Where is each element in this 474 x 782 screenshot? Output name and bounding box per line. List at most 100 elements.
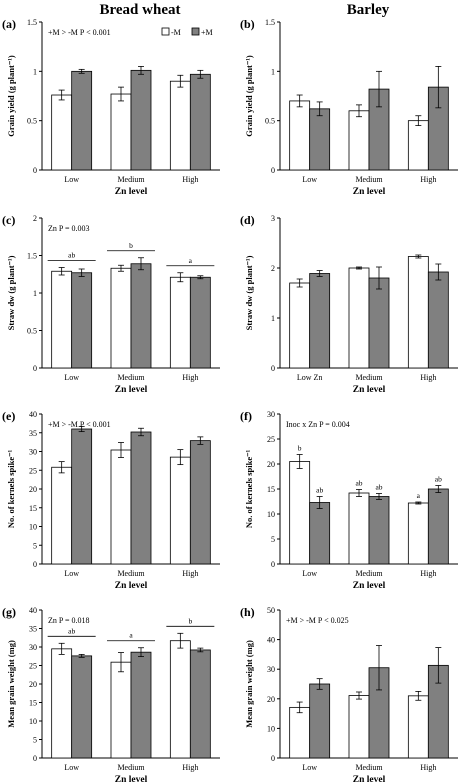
category-label: Medium (355, 373, 383, 382)
significance-letter: ab (68, 626, 75, 635)
category-label: Low Zn (297, 373, 323, 382)
panel-d: (d) 0 1 2 3 Straw dw (g plant⁻¹) Zn level Low Z… (240, 213, 458, 395)
bar (130, 69, 152, 171)
y-tick-label: 20 (29, 485, 37, 494)
category-label: Low (64, 569, 79, 578)
y-tick-label: 0 (271, 754, 275, 763)
significance-letter: ab (435, 475, 442, 484)
y-tick-label: 25 (29, 662, 37, 671)
panel-h: (h) 0 10 20 30 40 50 Mean grain weight (mg) Zn l… (240, 605, 458, 782)
category-label: Medium (355, 175, 383, 184)
y-tick-label: 0.5 (265, 117, 275, 126)
bar (348, 492, 370, 565)
bar (348, 695, 370, 759)
panel-b: (b) 0 0.5 1 1.5 Grain yield (g plant⁻¹) Zn lev… (240, 17, 458, 197)
y-tick-label: 30 (267, 665, 275, 674)
category-label: Medium (117, 373, 145, 382)
x-axis-label: Zn level (115, 385, 148, 395)
y-axis-label: Mean grain weight (mg) (244, 640, 254, 728)
x-axis-label: Zn level (353, 187, 386, 197)
legend-label: -M (171, 28, 181, 37)
y-tick-label: 10 (29, 523, 37, 532)
bar (289, 461, 311, 565)
y-tick-label: 35 (29, 625, 37, 634)
y-tick-label: 1.5 (265, 18, 275, 27)
legend-swatch (161, 27, 170, 36)
panel-label: (e) (2, 409, 15, 423)
y-tick-label: 5 (33, 541, 37, 550)
significance-letter: ab (316, 486, 323, 495)
panel-label: (g) (2, 605, 16, 619)
bar (130, 263, 152, 369)
significance-letter: a (129, 631, 133, 640)
significance-letter: a (417, 491, 421, 500)
y-tick-label: 35 (29, 429, 37, 438)
significance-letter: a (189, 256, 193, 265)
stats-annotation: +M > -M P < 0.025 (286, 616, 349, 625)
bar (71, 272, 93, 369)
panel-e: (e) 0 5 10 15 20 25 30 35 40 No. of kernels spike⁻… (2, 409, 220, 591)
y-tick-label: 0 (33, 754, 37, 763)
stats-annotation: Zn P = 0.018 (48, 616, 90, 625)
category-label: High (182, 373, 198, 382)
y-tick-label: 5 (271, 535, 275, 544)
panel-f: (f) 0 5 10 15 20 25 30 No. of kernels spike⁻¹ Zn … (240, 409, 458, 591)
bar (110, 449, 132, 565)
y-tick-label: 5 (33, 736, 37, 745)
y-tick-label: 10 (29, 717, 37, 726)
y-tick-label: 15 (29, 504, 37, 513)
bar (169, 456, 191, 565)
y-tick-label: 0 (33, 560, 37, 569)
bar (169, 640, 191, 759)
bar (110, 267, 132, 369)
x-axis-label: Zn level (353, 581, 386, 591)
y-tick-label: 30 (29, 643, 37, 652)
x-axis-label: Zn level (353, 775, 386, 782)
y-tick-label: 20 (267, 460, 275, 469)
category-label: High (420, 175, 436, 184)
y-tick-label: 0 (271, 560, 275, 569)
y-tick-label: 50 (267, 606, 275, 615)
category-label: Medium (117, 763, 145, 772)
category-label: Medium (355, 569, 383, 578)
y-tick-label: 40 (267, 636, 275, 645)
panel-c: (c) 0 0.5 1 1.5 2 Straw dw (g plant⁻¹) Zn level… (2, 213, 220, 395)
y-tick-label: 0 (271, 166, 275, 175)
y-tick-label: 15 (267, 485, 275, 494)
legend-swatch (191, 27, 200, 36)
stats-annotation: +M > -M P < 0.001 (48, 28, 111, 37)
bar (407, 502, 429, 565)
stats-annotation: Inoc x Zn P = 0.004 (286, 420, 350, 429)
y-tick-label: 0 (33, 364, 37, 373)
x-axis-label: Zn level (115, 187, 148, 197)
bar (110, 93, 132, 171)
y-tick-label: 2 (271, 264, 275, 273)
bar (51, 466, 73, 565)
y-axis-label: Grain yield (g plant⁻¹) (244, 55, 254, 137)
panel-label: (h) (240, 605, 255, 619)
bar (407, 256, 429, 369)
y-tick-label: 10 (267, 724, 275, 733)
bar (110, 661, 132, 759)
bar (71, 428, 93, 565)
bar (348, 110, 370, 171)
legend-label: +M (201, 28, 213, 37)
y-axis-label: No. of kernels spike⁻¹ (244, 449, 254, 528)
y-tick-label: 1.5 (27, 18, 37, 27)
bar (289, 100, 311, 171)
category-label: High (420, 763, 436, 772)
bar (289, 706, 311, 759)
y-tick-label: 10 (267, 510, 275, 519)
category-label: Low (302, 569, 317, 578)
panel-label: (c) (2, 213, 15, 227)
bar (189, 440, 211, 565)
y-tick-label: 1 (33, 67, 37, 76)
y-tick-label: 20 (267, 695, 275, 704)
category-label: Low (64, 373, 79, 382)
bar (71, 655, 93, 759)
category-label: High (182, 569, 198, 578)
y-axis-label: Straw dw (g plant⁻¹) (244, 255, 254, 330)
bar (309, 683, 331, 759)
bar (51, 648, 73, 759)
